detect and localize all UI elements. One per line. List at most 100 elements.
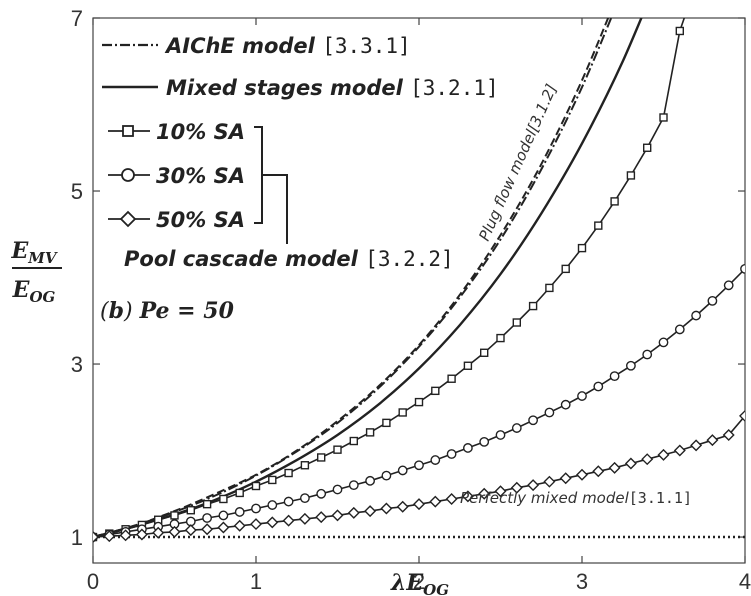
y-tick-label: 5	[71, 179, 83, 204]
series-line-1	[93, 18, 610, 539]
data-point-diamond	[119, 529, 132, 542]
data-point-circle	[609, 371, 620, 382]
data-point-circle	[218, 510, 229, 521]
data-point-circle	[674, 324, 685, 335]
data-point-circle	[332, 484, 343, 495]
data-point-diamond	[657, 448, 670, 461]
legend-label-30sa: 30% SA	[156, 164, 245, 188]
legend-label-50sa: 50% SA	[156, 208, 245, 232]
data-point-circle	[495, 430, 506, 440]
data-point-square	[577, 243, 587, 253]
data-point-circle	[202, 513, 213, 523]
data-point-diamond	[739, 409, 745, 422]
data-point-diamond	[152, 526, 165, 539]
y-tick-label: 7	[71, 6, 83, 31]
y-axis-title-numerator: EMV	[10, 238, 57, 267]
data-point-circle	[397, 465, 408, 476]
data-point-diamond	[624, 457, 637, 470]
data-point-diamond	[135, 528, 148, 541]
data-point-diamond	[315, 511, 328, 524]
marker-layer	[93, 26, 745, 544]
data-point-square	[365, 428, 375, 437]
data-point-diamond	[673, 444, 686, 457]
data-point-circle	[446, 449, 457, 459]
legend-label-pool: Pool cascade model [3.2.2]	[124, 247, 454, 271]
data-point-diamond	[527, 479, 540, 492]
data-point-diamond	[201, 523, 214, 536]
data-point-circle	[528, 415, 538, 426]
data-point-square	[431, 386, 440, 396]
data-point-square	[447, 374, 456, 383]
data-point-diamond	[576, 468, 588, 481]
data-point-circle	[560, 399, 571, 410]
x-tick-label: 2	[413, 569, 425, 594]
data-point-diamond	[93, 531, 99, 544]
y-tick-label: 1	[71, 525, 83, 550]
data-point-diamond	[380, 502, 393, 515]
data-point-circle	[642, 349, 653, 360]
data-point-diamond	[722, 428, 735, 441]
data-point-circle	[479, 436, 490, 447]
data-point-circle	[593, 381, 604, 392]
data-point-circle	[430, 455, 441, 465]
data-point-circle	[365, 475, 375, 486]
data-point-circle	[381, 470, 392, 481]
legend: AIChE model [3.3.1] Mixed stages model […	[102, 34, 499, 271]
data-point-square	[659, 113, 668, 122]
series-line-0	[93, 18, 613, 539]
data-point-diamond	[690, 439, 703, 452]
data-point-circle	[234, 507, 245, 517]
legend-label-mixed: Mixed stages model [3.2.1]	[166, 76, 499, 100]
legend-bracket	[254, 126, 288, 244]
data-point-diamond	[217, 521, 230, 534]
data-point-diamond	[103, 530, 116, 543]
data-point-circle	[723, 280, 734, 291]
data-point-diamond	[543, 475, 556, 488]
data-point-square	[317, 453, 326, 462]
data-point-diamond	[364, 505, 377, 518]
data-point-square	[284, 468, 293, 478]
y-tick-label: 3	[71, 352, 83, 377]
legend-marker-square	[122, 125, 134, 137]
data-point-diamond	[706, 434, 719, 447]
data-point-diamond	[396, 500, 409, 513]
data-point-circle	[544, 407, 555, 418]
data-point-circle	[626, 360, 636, 371]
x-tick-label: 1	[250, 569, 262, 594]
data-point-diamond	[413, 498, 425, 511]
legend-marker-circle	[121, 168, 135, 182]
y-axis-title-denominator: EOG	[12, 277, 56, 306]
data-point-square	[186, 506, 196, 515]
data-point-square	[268, 475, 277, 485]
data-point-square	[202, 499, 212, 509]
data-point-square	[675, 26, 684, 36]
data-point-diamond	[331, 509, 344, 522]
data-point-diamond	[347, 506, 360, 519]
data-point-diamond	[478, 487, 491, 500]
data-point-circle	[299, 493, 310, 504]
x-tick-label: 3	[576, 569, 588, 594]
data-point-square	[333, 445, 342, 454]
data-point-circle	[691, 310, 701, 321]
data-point-diamond	[184, 524, 197, 537]
data-point-diamond	[266, 516, 279, 529]
data-point-diamond	[233, 519, 246, 532]
data-point-diamond	[298, 512, 311, 525]
data-point-diamond	[559, 472, 572, 485]
data-point-circle	[348, 480, 359, 491]
data-point-square	[545, 283, 554, 293]
data-point-diamond	[429, 495, 442, 508]
data-point-circle	[316, 488, 327, 499]
data-point-square	[512, 318, 521, 327]
data-point-circle	[462, 443, 473, 453]
data-point-diamond	[282, 514, 295, 527]
data-point-square	[626, 171, 636, 180]
data-point-circle	[283, 496, 294, 507]
data-point-diamond	[510, 481, 523, 494]
data-point-square	[463, 361, 473, 370]
data-point-diamond	[168, 525, 181, 538]
y-axis-title: EMV EOG	[10, 238, 62, 306]
data-point-diamond	[592, 465, 605, 478]
data-point-square	[300, 461, 310, 470]
